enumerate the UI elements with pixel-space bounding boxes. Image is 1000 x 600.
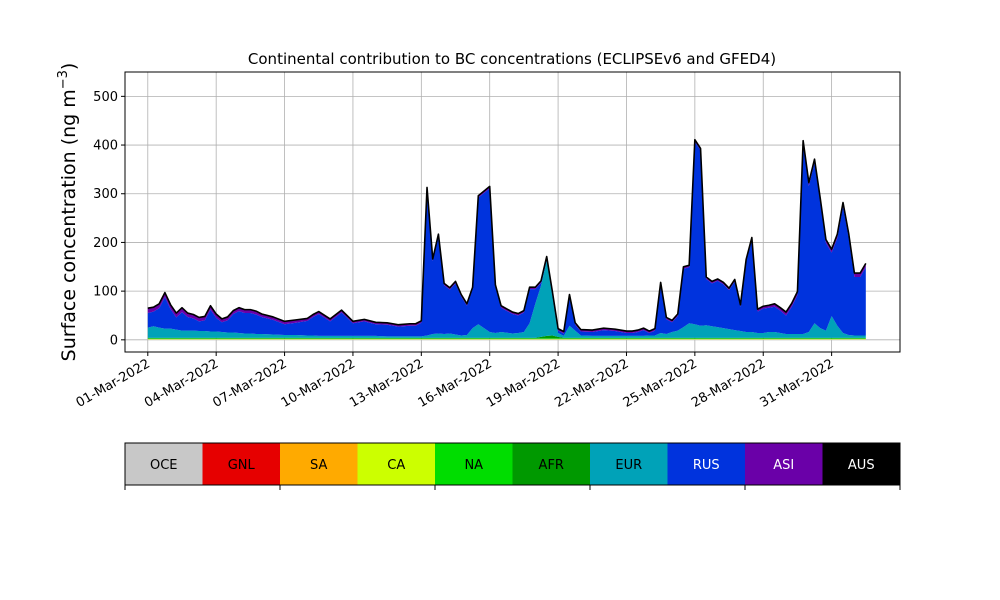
total-outline bbox=[147, 138, 867, 333]
y-axis-ticks: 0 100 200 300 400 500 bbox=[93, 90, 125, 348]
legend-label-gnl: GNL bbox=[228, 458, 256, 473]
y-tick-label: 400 bbox=[93, 139, 118, 154]
legend-colorbar: OCE GNL SA CA NA AFR EUR RUS ASI AUS bbox=[124, 442, 901, 490]
legend-swatch-rus bbox=[667, 443, 746, 485]
legend-swatch-eur bbox=[590, 443, 668, 485]
legend-swatch-afr bbox=[512, 443, 591, 485]
legend-label-rus: RUS bbox=[693, 458, 720, 473]
legend-swatch-oce bbox=[125, 443, 203, 485]
y-axis-label: Surface concentration (ng m−3) bbox=[56, 63, 80, 362]
y-tick-label: 100 bbox=[93, 285, 118, 300]
legend-label-eur: EUR bbox=[615, 458, 642, 473]
legend-label-na: NA bbox=[464, 458, 483, 473]
legend-swatch-ca bbox=[357, 443, 436, 485]
legend-swatch-gnl bbox=[202, 443, 281, 485]
legend-swatch-asi bbox=[745, 443, 823, 485]
y-axis-label-exponent: −3 bbox=[56, 70, 71, 89]
legend-swatch-na bbox=[435, 443, 513, 485]
y-tick-label: 500 bbox=[93, 90, 118, 105]
legend-swatch-sa bbox=[280, 443, 358, 485]
legend-label-sa: SA bbox=[310, 458, 327, 473]
y-axis-label-main: Surface concentration (ng m bbox=[58, 89, 80, 361]
legend-label-oce: OCE bbox=[150, 458, 178, 473]
legend-label-aus: AUS bbox=[848, 458, 875, 473]
total-line bbox=[147, 138, 867, 333]
legend-swatch-aus bbox=[822, 443, 901, 485]
area-series-rus bbox=[147, 141, 866, 337]
y-tick-label: 200 bbox=[93, 236, 118, 251]
legend-frame bbox=[124, 442, 901, 486]
legend-label-ca: CA bbox=[387, 458, 405, 473]
chart-title: Continental contribution to BC concentra… bbox=[248, 50, 776, 68]
y-tick-label: 0 bbox=[110, 333, 118, 348]
plot-frame bbox=[124, 71, 901, 353]
legend-label-asi: ASI bbox=[773, 458, 794, 473]
stacked-areas bbox=[147, 139, 866, 340]
legend-label-afr: AFR bbox=[539, 458, 564, 473]
area-series-afr bbox=[147, 335, 866, 339]
y-tick-label: 300 bbox=[93, 187, 118, 202]
y-axis-label-close: ) bbox=[58, 63, 80, 70]
